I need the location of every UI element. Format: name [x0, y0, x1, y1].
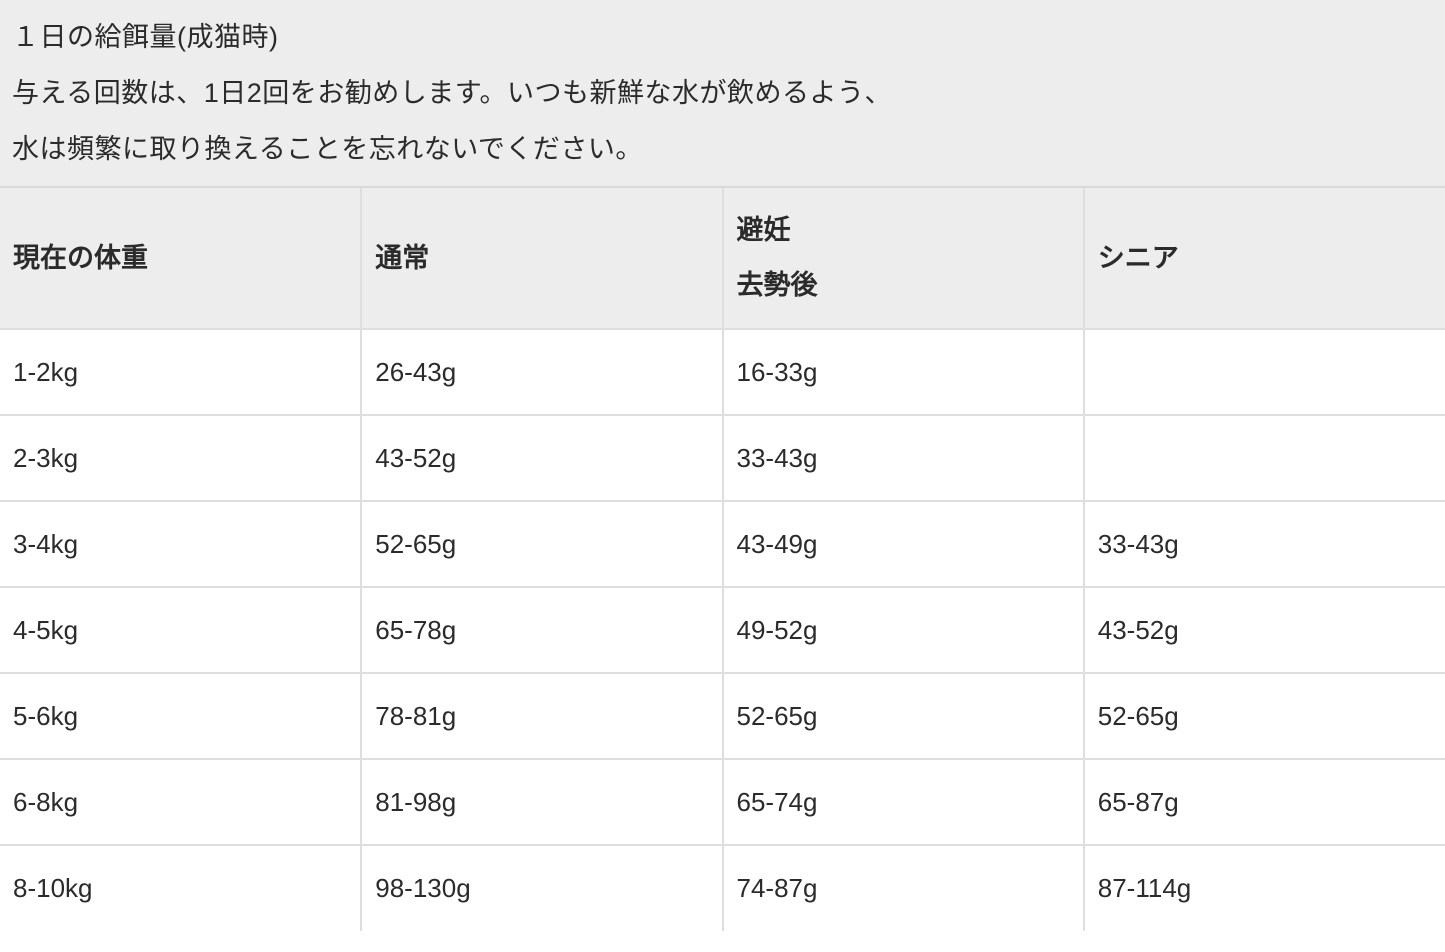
column-header-neutered: 避妊 去勢後	[721, 186, 1084, 329]
table-row: 2-3kg 43-52g 33-43g	[0, 414, 1445, 501]
normal-amount-cell: 98-130g	[360, 844, 723, 931]
normal-amount-cell: 78-81g	[360, 672, 723, 759]
weight-cell: 8-10kg	[0, 844, 362, 931]
column-header-label: シニア	[1097, 242, 1179, 273]
feeding-table-header: 現在の体重 通常 避妊 去勢後 シニア	[0, 186, 1445, 329]
weight-cell: 3-4kg	[0, 500, 362, 587]
feeding-guide-note-line2: 与える回数は、1日2回をお勧めします。いつも新鮮な水が飲めるよう、	[12, 78, 893, 108]
feeding-amount-table: 現在の体重 通常 避妊 去勢後 シニア 1-2kg 26-43g 16-33g …	[0, 186, 1445, 931]
normal-amount-cell: 81-98g	[360, 758, 723, 845]
weight-cell: 4-5kg	[0, 586, 362, 673]
weight-cell: 5-6kg	[0, 672, 362, 759]
column-header-label-line1: 避妊	[736, 215, 791, 245]
column-header-label: 現在の体重	[13, 242, 148, 273]
feeding-guide-note-line3: 水は頻繁に取り換えることを忘れないでください。	[12, 134, 643, 164]
column-header-normal: 通常	[360, 186, 723, 329]
neutered-amount-cell: 16-33g	[721, 328, 1084, 415]
senior-amount-cell	[1082, 414, 1445, 501]
column-header-current-weight: 現在の体重	[0, 186, 362, 329]
weight-cell: 1-2kg	[0, 328, 362, 415]
neutered-amount-cell: 49-52g	[721, 586, 1084, 673]
header-row: 現在の体重 通常 避妊 去勢後 シニア	[0, 186, 1445, 329]
feeding-guide-intro: １日の給餌量(成猫時) 与える回数は、1日2回をお勧めします。いつも新鮮な水が飲…	[0, 0, 1445, 186]
normal-amount-cell: 43-52g	[360, 414, 723, 501]
senior-amount-cell: 65-87g	[1082, 758, 1445, 845]
feeding-table-body: 1-2kg 26-43g 16-33g 2-3kg 43-52g 33-43g …	[0, 328, 1445, 931]
table-row: 4-5kg 65-78g 49-52g 43-52g	[0, 586, 1445, 673]
normal-amount-cell: 65-78g	[360, 586, 723, 673]
column-header-senior: シニア	[1082, 186, 1445, 329]
neutered-amount-cell: 43-49g	[721, 500, 1084, 587]
column-header-label: 通常	[375, 242, 430, 273]
senior-amount-cell: 43-52g	[1082, 586, 1445, 673]
column-header-label-line2: 去勢後	[736, 270, 818, 300]
senior-amount-cell: 52-65g	[1082, 672, 1445, 759]
table-row: 1-2kg 26-43g 16-33g	[0, 328, 1445, 415]
feeding-guide-title: １日の給餌量(成猫時)	[12, 22, 279, 52]
neutered-amount-cell: 52-65g	[721, 672, 1084, 759]
weight-cell: 2-3kg	[0, 414, 362, 501]
normal-amount-cell: 52-65g	[360, 500, 723, 587]
table-row: 5-6kg 78-81g 52-65g 52-65g	[0, 672, 1445, 759]
table-row: 6-8kg 81-98g 65-74g 65-87g	[0, 758, 1445, 845]
neutered-amount-cell: 65-74g	[721, 758, 1084, 845]
normal-amount-cell: 26-43g	[360, 328, 723, 415]
table-row: 8-10kg 98-130g 74-87g 87-114g	[0, 844, 1445, 931]
senior-amount-cell: 33-43g	[1082, 500, 1445, 587]
neutered-amount-cell: 33-43g	[721, 414, 1084, 501]
senior-amount-cell: 87-114g	[1082, 844, 1445, 931]
weight-cell: 6-8kg	[0, 758, 362, 845]
senior-amount-cell	[1082, 328, 1445, 415]
neutered-amount-cell: 74-87g	[721, 844, 1084, 931]
table-row: 3-4kg 52-65g 43-49g 33-43g	[0, 500, 1445, 587]
